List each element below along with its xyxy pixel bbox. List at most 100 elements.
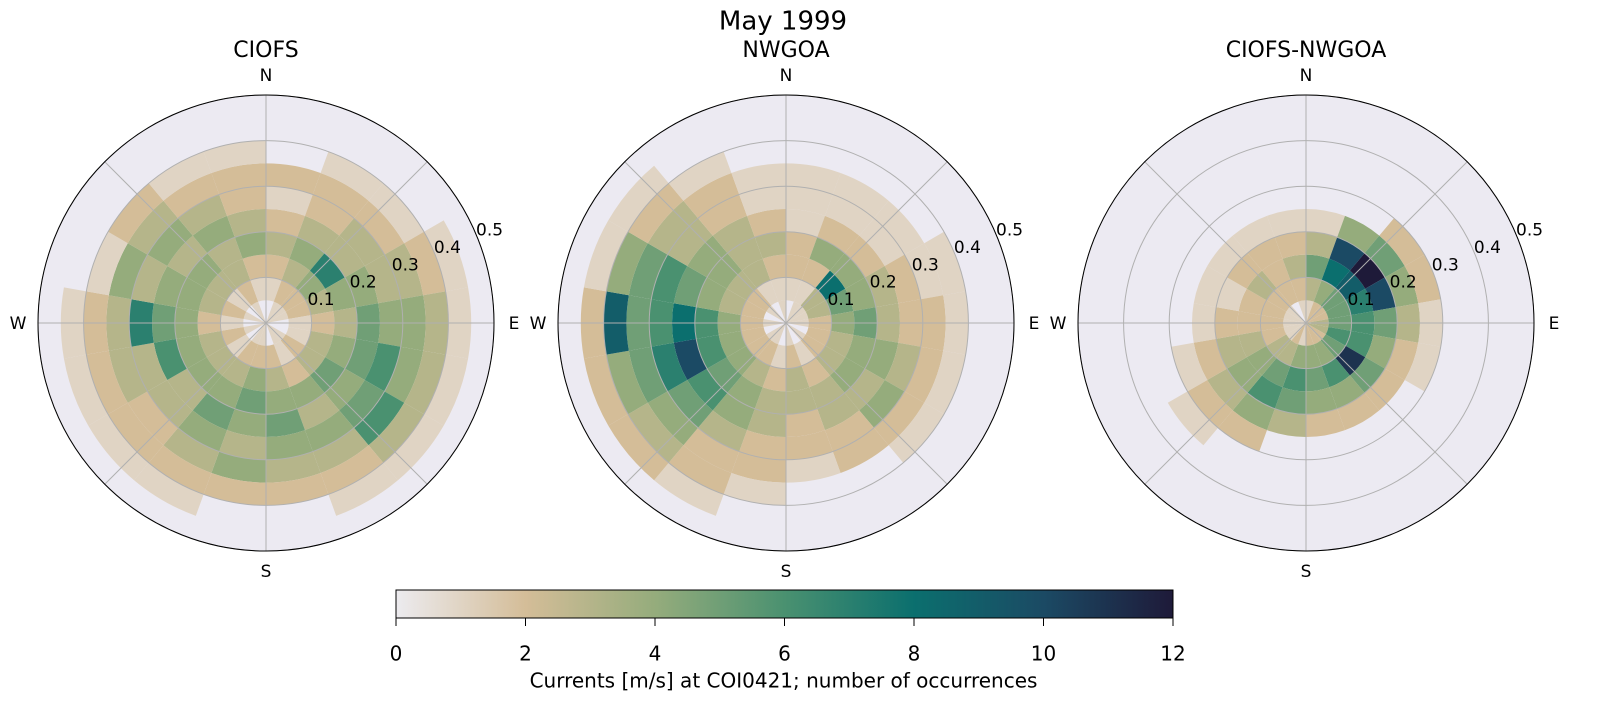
histogram-cell	[192, 392, 235, 431]
colorbar-tick-label: 6	[778, 642, 791, 666]
histogram-cell	[266, 311, 289, 323]
histogram-cell	[786, 408, 825, 437]
r-tick-label: 0.4	[434, 238, 461, 258]
histogram-cell	[206, 270, 237, 301]
direction-label: N	[780, 66, 793, 86]
histogram-cell	[606, 350, 648, 415]
histogram-cell	[147, 380, 193, 428]
histogram-cell	[1306, 387, 1338, 415]
histogram-cell	[1167, 391, 1219, 446]
r-tick-label: 0.3	[1432, 255, 1459, 275]
direction-label: E	[1549, 314, 1560, 334]
histogram-cell	[1193, 266, 1228, 308]
histogram-cell	[285, 300, 311, 320]
polar-frame	[557, 94, 1015, 552]
histogram-cell	[1266, 288, 1292, 312]
colorbar-tick-label: 4	[649, 642, 662, 666]
grid-spoke	[104, 161, 267, 324]
histogram-cell	[187, 357, 223, 393]
histogram-cell	[148, 445, 212, 495]
grid-spoke	[265, 161, 428, 324]
r-tick-label: 0.2	[870, 273, 897, 293]
histogram-cell	[187, 253, 223, 289]
histogram-cell	[1349, 357, 1385, 393]
histogram-cell	[339, 380, 385, 428]
histogram-cell	[1171, 342, 1208, 392]
histogram-cell	[273, 280, 296, 306]
histogram-cell	[353, 200, 405, 255]
histogram-cell	[1365, 334, 1396, 369]
histogram-cell	[786, 186, 833, 216]
histogram-cell	[786, 231, 818, 259]
histogram-cell	[844, 368, 885, 411]
histogram-cell	[320, 445, 384, 495]
histogram-cell	[801, 357, 830, 388]
histogram-cell	[234, 387, 266, 415]
histogram-cell	[266, 277, 282, 302]
panel-title: NWGOA	[742, 38, 829, 63]
grid-spoke	[104, 322, 267, 485]
histogram-cell	[1404, 342, 1441, 392]
histogram-cell	[771, 323, 786, 345]
histogram-cell	[325, 277, 356, 312]
histogram-cell	[305, 330, 334, 358]
histogram-cell	[845, 334, 876, 369]
r-tick-label: 0.2	[1390, 273, 1417, 293]
histogram-cell	[1313, 340, 1336, 366]
histogram-cell	[131, 342, 168, 392]
histogram-cell	[904, 346, 944, 403]
histogram-cell	[727, 237, 763, 271]
histogram-cell	[583, 220, 629, 292]
histogram-cell	[1313, 280, 1336, 306]
histogram-cell	[1290, 344, 1306, 369]
histogram-cell	[266, 301, 281, 323]
histogram-cell	[727, 375, 763, 409]
histogram-cell	[266, 344, 282, 369]
direction-label: S	[261, 562, 272, 582]
grid-spoke	[265, 322, 428, 485]
histogram-cell	[1306, 311, 1329, 323]
histogram-cell	[324, 368, 365, 411]
histogram-cell	[266, 254, 290, 281]
histogram-cell	[325, 334, 356, 369]
histogram-cell	[198, 330, 227, 358]
histogram-cell	[1329, 237, 1365, 271]
histogram-cell	[108, 346, 148, 403]
histogram-cell	[1261, 300, 1287, 320]
r-tick-label: 0.2	[350, 273, 377, 293]
histogram-cell	[176, 334, 207, 369]
histogram-cell	[628, 183, 684, 244]
histogram-cell	[236, 280, 259, 306]
histogram-cell	[707, 357, 743, 393]
histogram-cell	[829, 357, 865, 393]
histogram-cell	[222, 357, 251, 388]
colorbar-tick-label: 10	[1031, 642, 1056, 666]
histogram-cell	[1329, 375, 1365, 409]
histogram-cell	[844, 235, 885, 278]
histogram-cell	[726, 270, 757, 301]
histogram-cell	[289, 237, 325, 271]
histogram-cell	[1247, 375, 1283, 409]
histogram-cell	[647, 200, 699, 255]
histogram-cell	[712, 392, 755, 431]
histogram-cell	[628, 243, 668, 300]
histogram-cell	[384, 346, 424, 403]
histogram-cell	[167, 368, 208, 411]
histogram-cell	[1238, 288, 1267, 316]
histogram-cell	[742, 357, 771, 388]
colorbar	[395, 589, 1174, 619]
direction-label: W	[530, 314, 547, 334]
histogram-cell	[786, 323, 794, 346]
grid-spoke	[1305, 161, 1468, 324]
histogram-cell	[153, 338, 188, 380]
histogram-cell	[285, 326, 311, 346]
histogram-cell	[786, 344, 802, 369]
histogram-cell	[339, 218, 385, 266]
histogram-cell	[266, 231, 298, 259]
histogram-cell	[131, 254, 168, 304]
histogram-cell	[1276, 340, 1299, 366]
histogram-cell	[825, 330, 854, 358]
histogram-cell	[817, 215, 860, 254]
histogram-cell	[668, 151, 732, 201]
